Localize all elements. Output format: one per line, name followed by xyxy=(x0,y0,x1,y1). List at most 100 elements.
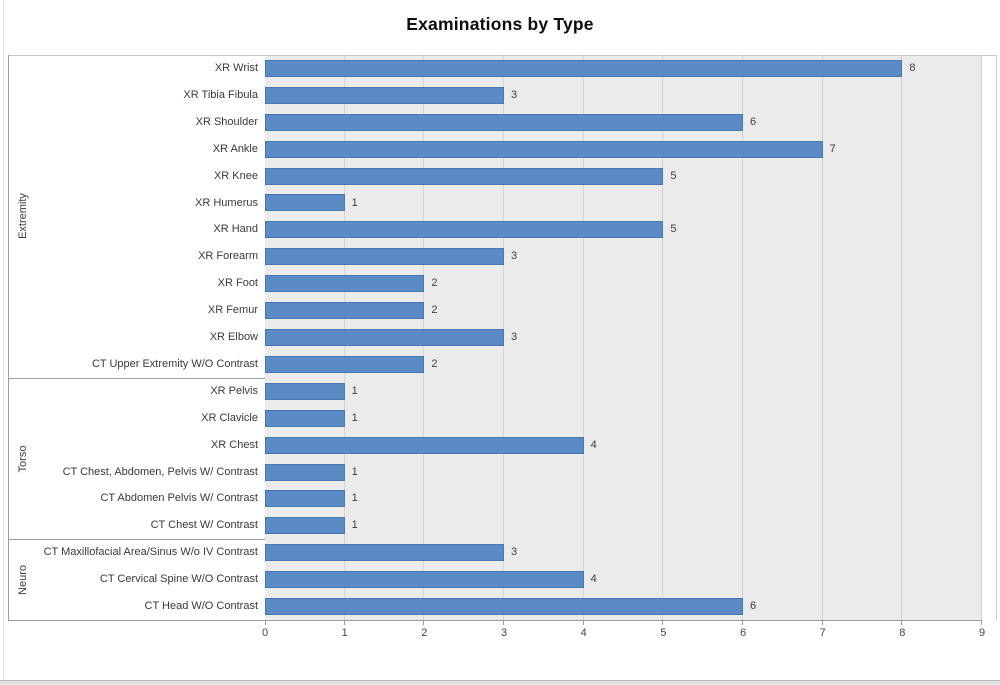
x-tick xyxy=(901,620,903,625)
x-tick-label: 3 xyxy=(500,627,508,639)
category-label: XR Tibia Fibula xyxy=(183,88,258,101)
category-label: XR Hand xyxy=(213,223,258,236)
x-axis-line xyxy=(8,620,982,621)
bar xyxy=(265,302,425,320)
x-tick-label: 9 xyxy=(978,627,986,639)
category-label: XR Knee xyxy=(213,169,258,182)
y-axis-line xyxy=(8,55,9,620)
x-tick-label: 2 xyxy=(421,627,428,639)
bar xyxy=(265,86,504,104)
chart-title: Examinations by Type xyxy=(406,14,594,34)
bar-value-label: 4 xyxy=(590,573,597,586)
bar xyxy=(265,463,345,481)
x-tick xyxy=(423,620,425,625)
category-label: CT Head W/O Contrast xyxy=(144,600,259,613)
bar-value-label: 5 xyxy=(670,223,677,236)
gridline xyxy=(742,55,743,620)
bar xyxy=(265,436,584,454)
bar-value-label: 1 xyxy=(351,384,358,397)
bar-value-label: 1 xyxy=(351,465,358,478)
bar xyxy=(265,167,664,185)
bar xyxy=(265,544,504,562)
bar-value-label: 2 xyxy=(431,304,438,317)
bottom-strip-line xyxy=(0,680,1000,681)
bar xyxy=(265,382,345,400)
category-label: XR Pelvis xyxy=(210,384,258,397)
x-tick xyxy=(503,620,504,625)
bar xyxy=(265,248,504,266)
x-tick-label: 5 xyxy=(660,627,667,639)
group-label: Extremity xyxy=(17,193,29,240)
bar xyxy=(265,194,345,212)
category-label: CT Chest W/ Contrast xyxy=(150,519,258,532)
gridline xyxy=(821,55,823,620)
category-label: CT Upper Extremity W/O Contrast xyxy=(91,357,258,370)
group-separator xyxy=(8,377,265,379)
bar xyxy=(265,59,903,77)
frame-top-border xyxy=(8,55,997,56)
bar xyxy=(265,517,345,535)
category-label: CT Chest, Abdomen, Pelvis W/ Contrast xyxy=(62,465,258,478)
x-tick-label: 8 xyxy=(899,627,906,639)
x-tick-label: 6 xyxy=(739,627,747,639)
frame-right-border xyxy=(996,55,997,620)
bar xyxy=(265,329,504,346)
category-label: CT Cervical Spine W/O Contrast xyxy=(99,573,258,586)
chart-frame: XR Wrist 8 XR Tibia Fibula 3 XR Shoulder 6 XR … xyxy=(8,55,997,680)
category-label: XR Forearm xyxy=(198,250,258,263)
category-label: XR Clavicle xyxy=(201,411,258,424)
bar-value-label: 5 xyxy=(670,169,677,182)
bar-value-label: 1 xyxy=(351,196,358,209)
bar-value-label: 3 xyxy=(511,250,518,263)
category-label: XR Wrist xyxy=(214,62,258,74)
group-separator xyxy=(8,539,265,541)
category-label: XR Humerus xyxy=(195,196,258,209)
bar-value-label: 3 xyxy=(511,88,518,101)
category-label: XR Chest xyxy=(210,438,258,451)
bar xyxy=(265,221,664,239)
x-tick xyxy=(981,620,982,625)
gridline xyxy=(981,55,982,620)
gridline xyxy=(901,55,903,620)
bar xyxy=(265,571,584,589)
bar-value-label: 1 xyxy=(351,411,358,424)
x-tick-label: 4 xyxy=(580,627,587,639)
x-tick-label: 1 xyxy=(341,627,348,639)
x-tick-label: 0 xyxy=(261,627,269,639)
page-left-edge xyxy=(3,0,4,680)
x-tick xyxy=(582,620,584,625)
category-label: XR Femur xyxy=(207,304,258,317)
category-label: XR Foot xyxy=(217,277,258,290)
x-tick xyxy=(821,620,823,625)
bar xyxy=(265,490,345,508)
bar-value-label: 1 xyxy=(351,492,358,505)
bar xyxy=(265,598,743,616)
category-label: XR Shoulder xyxy=(195,115,258,128)
bar-value-label: 7 xyxy=(829,142,836,155)
category-label: XR Ankle xyxy=(212,142,258,155)
group-label: Torso xyxy=(17,445,29,473)
category-label: CT Abdomen Pelvis W/ Contrast xyxy=(100,492,258,505)
group-label: Neuro xyxy=(17,564,29,595)
bar-value-label: 3 xyxy=(511,546,518,559)
bar-value-label: 2 xyxy=(431,277,438,290)
bar-value-label: 6 xyxy=(750,115,757,128)
category-label: XR Elbow xyxy=(209,331,258,344)
bar xyxy=(265,140,823,158)
bar-value-label: 2 xyxy=(431,357,438,370)
bar-value-label: 6 xyxy=(750,600,757,613)
bar-value-label: 8 xyxy=(909,62,916,74)
bar-value-label: 1 xyxy=(351,519,358,532)
x-tick xyxy=(265,620,266,625)
bottom-strip xyxy=(0,681,1000,685)
bar-value-label: 3 xyxy=(511,331,518,344)
category-label: CT Maxillofacial Area/Sinus W/o IV Contr… xyxy=(43,546,258,559)
x-tick xyxy=(343,620,345,625)
bar xyxy=(265,113,743,131)
gridline xyxy=(582,55,584,620)
bar xyxy=(265,409,345,427)
bar-value-label: 4 xyxy=(590,438,597,451)
bar xyxy=(265,275,425,293)
x-tick xyxy=(662,620,664,625)
